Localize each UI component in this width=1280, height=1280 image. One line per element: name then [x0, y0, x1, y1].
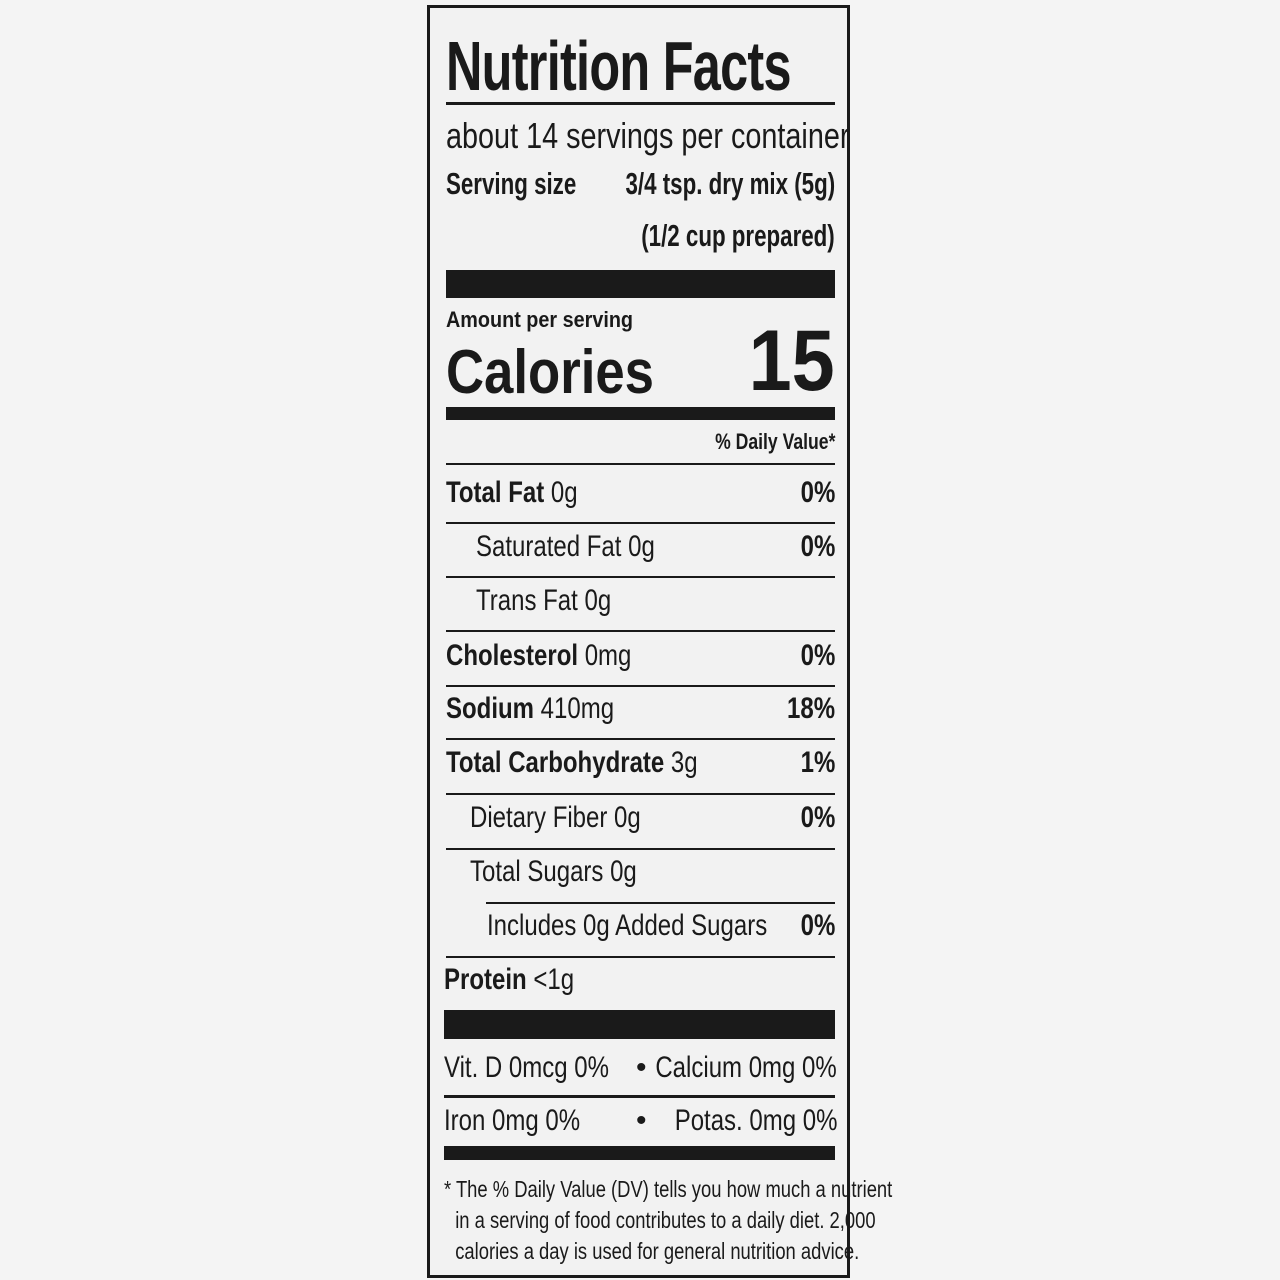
- nutrient-name-text: Total Sugars: [470, 855, 604, 888]
- nutrient-name: Saturated Fat 0g: [476, 527, 655, 567]
- divider: [446, 738, 835, 740]
- nutrient-row-total-sugars: Total Sugars 0g: [430, 852, 847, 892]
- daily-value-header: % Daily Value*: [714, 429, 835, 454]
- divider: [446, 463, 835, 465]
- nutrient-amount: 0mg: [584, 639, 632, 672]
- footnote-line: * The % Daily Value (DV) tells you how m…: [444, 1176, 893, 1202]
- divider: [446, 793, 835, 795]
- nutrient-dv: 18%: [786, 692, 835, 725]
- divider: [444, 1095, 835, 1098]
- nutrient-row-sodium: Sodium 410mg 18%: [430, 689, 847, 729]
- nutrition-facts-panel: Nutrition Facts about 14 servings per co…: [427, 5, 892, 1278]
- nutrient-amount: 0g: [584, 584, 612, 617]
- divider: [446, 102, 835, 105]
- amount-per-serving: Amount per serving: [446, 307, 634, 332]
- calories-label: Calories: [446, 338, 654, 407]
- divider: [446, 848, 835, 850]
- nutrient-row-protein: Protein <1g: [430, 960, 847, 1000]
- nutrient-dv: 0%: [800, 530, 835, 563]
- divider: [446, 630, 835, 632]
- nutrient-name: Dietary Fiber 0g: [470, 798, 641, 838]
- serving-size-prepared: (1/2 cup prepared): [641, 218, 836, 253]
- nutrient-name: Total Sugars 0g: [470, 852, 637, 892]
- nutrient-row-added-sugars: Includes 0g Added Sugars 0%: [430, 906, 847, 946]
- nutrient-dv: 0%: [800, 801, 835, 834]
- nutrient-row-total-carbohydrate: Total Carbohydrate 3g 1%: [430, 743, 847, 783]
- vitamin-left: Vit. D 0mcg 0%: [444, 1051, 609, 1084]
- nutrient-dv: 0%: [800, 639, 835, 672]
- nutrient-row-saturated-fat: Saturated Fat 0g 0%: [430, 527, 847, 567]
- nutrient-dv: 1%: [800, 746, 835, 779]
- bullet: •: [636, 1051, 647, 1084]
- nutrient-amount: <1g: [533, 963, 575, 996]
- nutrient-row-total-fat: Total Fat 0g 0%: [430, 473, 847, 513]
- medium-divider: [444, 1146, 835, 1160]
- nutrient-name: Trans Fat 0g: [476, 581, 611, 621]
- vitamin-right: Potas. 0mg 0%: [674, 1104, 837, 1137]
- nutrient-row-dietary-fiber: Dietary Fiber 0g 0%: [430, 798, 847, 838]
- divider: [446, 956, 835, 958]
- nutrient-name: Cholesterol: [446, 639, 579, 672]
- label-title: Nutrition Facts: [446, 27, 792, 105]
- vitamin-left: Iron 0mg 0%: [444, 1104, 581, 1137]
- footnote-line: calories a day is used for general nutri…: [455, 1238, 860, 1264]
- divider: [446, 522, 835, 524]
- nutrient-name: Protein: [444, 963, 527, 996]
- vitamin-right: Calcium 0mg 0%: [655, 1051, 837, 1084]
- nutrient-name: Total Fat: [446, 476, 545, 509]
- nutrient-amount: 0g: [614, 801, 641, 834]
- thick-divider: [444, 1010, 835, 1039]
- medium-divider: [446, 407, 835, 420]
- footnote-line: in a serving of food contributes to a da…: [455, 1207, 876, 1233]
- nutrient-name: Sodium: [446, 692, 534, 725]
- serving-size-value: 3/4 tsp. dry mix (5g): [625, 166, 835, 201]
- serving-size-label: Serving size: [446, 166, 577, 201]
- nutrient-amount: 0g: [550, 476, 578, 509]
- vitamin-row: Iron 0mg 0% • Potas. 0mg 0%: [430, 1101, 847, 1141]
- nutrient-row-trans-fat: Trans Fat 0g: [430, 581, 847, 621]
- nutrient-name: Includes 0g Added Sugars: [487, 909, 768, 942]
- servings-per-container: about 14 servings per container: [446, 115, 850, 156]
- nutrient-name: Total Carbohydrate: [446, 746, 665, 779]
- nutrient-dv: 0%: [800, 476, 835, 509]
- nutrient-row-cholesterol: Cholesterol 0mg 0%: [430, 636, 847, 676]
- nutrient-name-text: Dietary Fiber: [470, 801, 608, 834]
- calories-value: 15: [748, 313, 835, 409]
- divider: [446, 685, 835, 687]
- footnote: * The % Daily Value (DV) tells you how m…: [444, 1174, 892, 1267]
- nutrient-amount: 3g: [670, 746, 698, 779]
- nutrient-amount: 0g: [628, 530, 655, 563]
- nutrient-amount: 410mg: [540, 692, 615, 725]
- divider: [486, 902, 835, 904]
- nutrient-name-text: Trans Fat: [476, 584, 578, 617]
- divider: [446, 576, 835, 578]
- vitamin-row: Vit. D 0mcg 0% • Calcium 0mg 0%: [430, 1048, 847, 1088]
- bullet: •: [636, 1104, 647, 1137]
- nutrient-dv: 0%: [800, 909, 835, 942]
- nutrient-amount: 0g: [610, 855, 637, 888]
- nutrient-name-text: Saturated Fat: [476, 530, 622, 563]
- thick-divider: [446, 270, 835, 298]
